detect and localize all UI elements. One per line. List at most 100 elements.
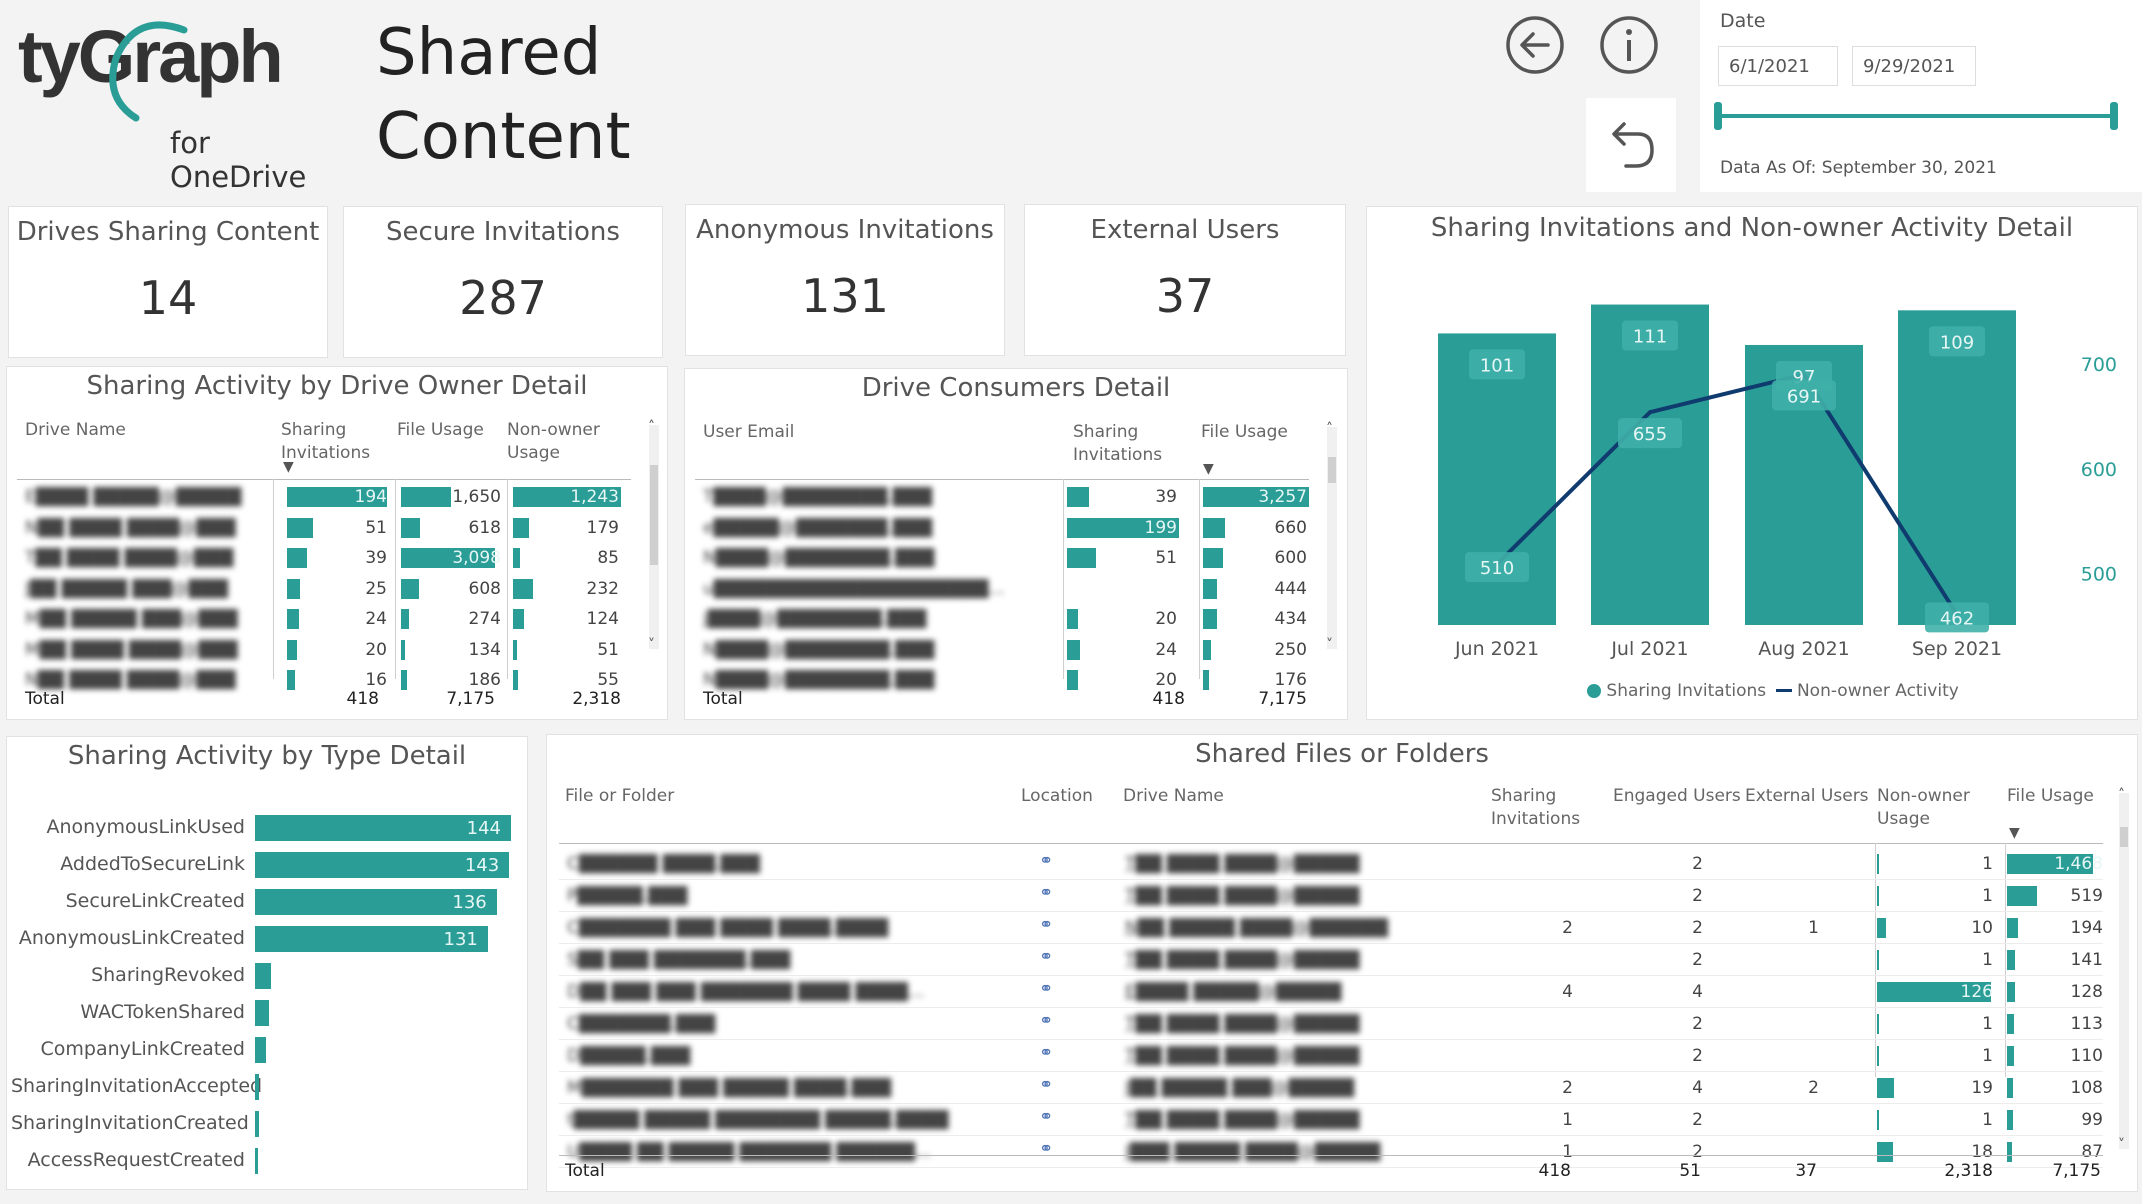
date-slider-end-handle[interactable] [2110,102,2118,130]
col-header-sharing-invitations[interactable]: Sharing Invitations [1491,786,1581,829]
type-bar-row[interactable]: WACTokenShared [7,996,527,1028]
scrollbar-thumb[interactable] [2120,827,2128,847]
col-header-sharing-invitations[interactable]: Sharing Invitations [1073,422,1163,465]
col-header-sharing-invitations[interactable]: Sharing Invitations [281,420,371,463]
legend-non-owner-activity[interactable]: Non-owner Activity [1796,681,1959,701]
table-row[interactable]: t█████ █████ ████████ █████.████ ⚭ T██ ███… [559,1105,2103,1136]
type-bar-row[interactable]: SharingInvitationAccepted [7,1070,527,1102]
link-icon[interactable]: ⚭ [1039,1011,1054,1031]
page-title-line1: Shared [376,16,602,90]
table-row[interactable]: M███████ ███ █████ ████.███ ⚭ J██ █████ ██… [559,1073,2103,1104]
table-row[interactable]: J██ █████ ███@███ 25 608 232 [17,575,637,603]
vertical-scrollbar[interactable]: ˄ ˅ [648,419,659,653]
invitations-value: 20 [365,639,387,660]
file-name: P█████.███ [567,886,688,906]
non-owner-bar [1877,1014,1879,1034]
table-row[interactable]: N██ ████ ████@███ 16 186 55 [17,666,637,694]
table-row[interactable]: N████@████████.███ 51 600 [695,544,1319,572]
scroll-up-icon[interactable]: ˄ [2118,787,2125,803]
date-slider-start-handle[interactable] [1714,102,1722,130]
table-row[interactable]: C██████ ████.███ ⚭ T██ ████ ████@█████ 2 1 1,… [559,849,2103,880]
table-row[interactable]: N██ ████ ████@███ 51 618 179 [17,514,637,542]
col-header-external-users[interactable]: External Users [1745,786,1869,806]
total-file-usage: 7,175 [446,689,495,709]
col-header-engaged-users[interactable]: Engaged Users [1613,786,1741,806]
type-bar-row[interactable]: AddedToSecureLink 143 [7,848,527,880]
start-date-input[interactable]: 6/1/2021 [1718,46,1838,86]
table-row[interactable]: T████@████████.███ 39 3,257 [695,483,1319,511]
x-axis-tick: Aug 2021 [1758,638,1850,660]
link-icon[interactable]: ⚭ [1039,1139,1054,1159]
table-row[interactable]: E████ █████@█████ 194 1,650 1,243 [17,483,637,511]
file-usage-bar [1203,517,1225,538]
table-row[interactable]: C███████ ███ ████ ████.████ ⚭ N██ █████ ██… [559,913,2103,944]
type-bar-row[interactable]: AnonymousLinkCreated 131 [7,922,527,954]
link-icon[interactable]: ⚭ [1039,947,1054,967]
scroll-up-icon[interactable]: ˄ [648,419,655,435]
type-bar-row[interactable]: CompanyLinkCreated [7,1033,527,1065]
scrollbar-thumb[interactable] [650,465,658,565]
table-row[interactable]: D█████.███ ⚭ T██ ████ ████@█████ 2 1 110 [559,1041,2103,1072]
table-row[interactable]: C███████.███ ⚭ T██ ████ ████@█████ 2 1 113 [559,1009,2103,1040]
line-data-label: 655 [1633,424,1667,445]
vertical-scrollbar[interactable]: ˄ ˅ [2118,787,2129,1153]
link-icon[interactable]: ⚭ [1039,1075,1054,1095]
link-icon[interactable]: ⚭ [1039,915,1054,935]
col-header-user-email[interactable]: User Email [703,422,795,442]
sort-desc-icon[interactable]: ▼ [283,459,294,475]
back-button[interactable] [1504,14,1566,76]
link-icon[interactable]: ⚭ [1039,851,1054,871]
col-header-file-or-folder[interactable]: File or Folder [565,786,675,806]
table-row[interactable]: S██ ███ ███████.███ ⚭ T██ ████ ████@█████ 2… [559,945,2103,976]
col-header-non-owner-usage[interactable]: Non-owner Usage [507,420,600,463]
sort-desc-icon[interactable]: ▼ [1203,461,1214,477]
table-row[interactable]: N████@████████.███ 20 176 [695,666,1319,694]
header-divider [559,843,2103,844]
scroll-up-icon[interactable]: ˄ [1326,421,1333,437]
link-icon[interactable]: ⚭ [1039,979,1054,999]
col-header-file-usage[interactable]: File Usage [1201,422,1288,442]
table-row[interactable]: P█████.███ ⚭ T██ ████ ████@█████ 2 1 519 [559,881,2103,912]
non-owner-bar [513,639,518,660]
legend-sharing-invitations[interactable]: Sharing Invitations [1606,681,1767,701]
table-row[interactable]: M██ ████ ████@███ 20 134 51 [17,636,637,664]
file-usage-bar [401,548,495,568]
table-row[interactable]: T██ ████ ████@███ 39 3,098 85 [17,544,637,572]
table-row[interactable]: j████@████████.███ 20 434 [695,605,1319,633]
link-icon[interactable]: ⚭ [1039,1107,1054,1127]
table-row[interactable]: e█████@███████.███ 199 660 [695,514,1319,542]
date-label: Date [1720,10,1766,32]
type-bar-row[interactable]: SharingInvitationCreated [7,1107,527,1139]
col-header-file-usage[interactable]: File Usage [397,420,484,440]
col-header-drive-name[interactable]: Drive Name [1123,786,1224,806]
type-bar-row[interactable]: SharingRevoked [7,959,527,991]
file-usage-value: 608 [468,578,501,599]
col-header-location[interactable]: Location [1021,786,1093,806]
scroll-down-icon[interactable]: ˅ [1326,637,1333,653]
table-row[interactable]: u█████████████████████... 444 [695,575,1319,603]
table-row[interactable]: N████@████████.███ 24 250 [695,636,1319,664]
link-icon[interactable]: ⚭ [1039,883,1054,903]
table-row[interactable]: M██ █████ ███@███ 24 274 124 [17,605,637,633]
undo-button[interactable] [1586,98,1676,192]
table-row[interactable]: U████ ██ █████ ███████ ██████... ⚭ J███ ██… [559,1137,2103,1168]
type-bar-row[interactable]: AccessRequestCreated [7,1144,527,1176]
file-usage-bar [2007,1046,2014,1066]
type-bar-row[interactable]: SecureLinkCreated 136 [7,885,527,917]
link-icon[interactable]: ⚭ [1039,1043,1054,1063]
vertical-scrollbar[interactable]: ˄ ˅ [1326,421,1337,653]
col-header-non-owner-usage[interactable]: Non-owner Usage [1877,786,1970,829]
scrollbar-thumb[interactable] [1328,457,1336,483]
end-date-input[interactable]: 9/29/2021 [1852,46,1976,86]
non-owner-value: 1 [1982,854,1993,874]
sort-desc-icon[interactable]: ▼ [2009,825,2020,841]
col-header-drive-name[interactable]: Drive Name [25,420,126,440]
non-owner-bar [1877,950,1879,970]
scroll-down-icon[interactable]: ˅ [2118,1137,2125,1153]
scroll-down-icon[interactable]: ˅ [648,637,655,653]
col-header-file-usage[interactable]: File Usage [2007,786,2094,806]
date-slider-track[interactable] [1718,114,2116,118]
type-bar-row[interactable]: AnonymousLinkUsed 144 [7,811,527,843]
info-button[interactable] [1598,14,1660,76]
table-row[interactable]: D██ ███ ███ ███████ ████ ████... ⚭ E████ █… [559,977,2103,1008]
